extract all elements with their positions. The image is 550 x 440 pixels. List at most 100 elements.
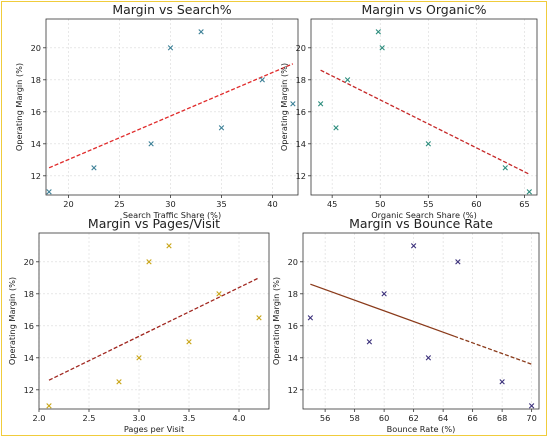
x-tick-label: 60 (379, 413, 389, 423)
trend-line-dashed (453, 335, 532, 365)
chart-canvas: 20 25 30 35 40 12 14 16 18 20 Margin vs Search% Sea… (7, 2, 540, 434)
data-point (290, 101, 296, 107)
x-axis-label: Search Traffic Share (%) (123, 210, 221, 220)
y-tick-label: 14 (24, 353, 34, 363)
y-tick-label: 18 (31, 75, 41, 85)
y-tick-label: 20 (24, 257, 34, 267)
subplot-2: 45 50 55 60 65 12 14 16 18 20 Margin vs Organic% Or… (279, 2, 538, 220)
plot-frame (310, 18, 538, 196)
chart-title: Margin vs Pages/Visit (88, 216, 220, 231)
data-point (148, 141, 154, 147)
subplot-4: 56 58 60 62 64 66 68 70 12 14 16 18 20 Margin vs Boun… (271, 216, 540, 434)
y-tick-label: 20 (296, 43, 306, 53)
data-point (317, 101, 324, 107)
data-point (410, 243, 417, 249)
x-tick-label: 40 (267, 199, 277, 209)
y-tick-label: 20 (31, 43, 41, 53)
data-point (502, 165, 508, 171)
data-point (379, 45, 385, 51)
data-point (425, 141, 432, 147)
x-tick-label: 35 (216, 199, 226, 209)
data-point (256, 315, 262, 321)
y-tick-label: 16 (288, 321, 298, 331)
x-axis-label: Bounce Rate (%) (387, 424, 456, 434)
data-point (366, 339, 373, 345)
data-point (218, 125, 225, 131)
data-point (425, 355, 432, 361)
data-point (146, 259, 152, 265)
x-tick-label: 66 (467, 413, 477, 423)
plot-frame (302, 232, 540, 410)
trend-line-solid (310, 283, 455, 337)
x-tick-label: 60 (471, 199, 481, 209)
x-tick-label: 65 (519, 199, 529, 209)
data-point (381, 291, 387, 297)
y-tick-label: 12 (31, 171, 41, 181)
y-tick-label: 18 (288, 289, 298, 299)
data-point (167, 45, 174, 51)
x-tick-label: 45 (327, 199, 337, 209)
x-tick-label: 4.0 (232, 413, 245, 423)
x-axis-label: Pages per Visit (124, 424, 185, 434)
x-tick-label: 25 (114, 199, 124, 209)
y-tick-label: 14 (31, 139, 41, 149)
trend-line (48, 277, 260, 381)
data-point (333, 125, 339, 131)
data-point (166, 243, 172, 249)
data-point (198, 29, 204, 35)
x-tick-label: 2.0 (32, 413, 45, 423)
x-tick-label: 58 (349, 413, 359, 423)
x-tick-label: 50 (375, 199, 385, 209)
y-tick-label: 14 (288, 353, 298, 363)
x-tick-label: 30 (165, 199, 175, 209)
y-tick-label: 12 (296, 171, 306, 181)
y-tick-label: 12 (288, 385, 298, 395)
y-tick-label: 18 (296, 75, 306, 85)
y-axis-label: Operating Margin (%) (7, 277, 17, 365)
y-tick-label: 14 (296, 139, 306, 149)
data-point (526, 189, 532, 195)
data-point (307, 315, 314, 321)
chart-title: Margin vs Organic% (361, 2, 486, 17)
x-tick-label: 20 (63, 199, 73, 209)
x-tick-label: 3.5 (182, 413, 195, 423)
data-point (455, 259, 461, 265)
data-point (344, 77, 351, 83)
x-tick-label: 3.0 (132, 413, 145, 423)
plot-frame (38, 232, 270, 410)
y-axis-label: Operating Margin (%) (279, 63, 289, 151)
y-tick-label: 16 (24, 321, 34, 331)
y-axis-label: Operating Margin (%) (14, 63, 24, 151)
data-point (499, 379, 505, 385)
x-tick-label: 70 (526, 413, 536, 423)
x-tick-label: 62 (408, 413, 418, 423)
data-point (375, 29, 382, 35)
x-axis-label: Organic Search Share (%) (371, 210, 477, 220)
data-point (91, 165, 97, 171)
y-tick-label: 16 (296, 107, 306, 117)
x-tick-label: 64 (438, 413, 448, 423)
x-tick-label: 2.5 (82, 413, 95, 423)
x-tick-label: 68 (497, 413, 507, 423)
y-tick-label: 20 (288, 257, 298, 267)
data-point (116, 379, 122, 385)
chart-title: Margin vs Search% (112, 2, 231, 17)
plot-frame (45, 18, 299, 196)
y-tick-label: 16 (31, 107, 41, 117)
subplot-3: 2.0 2.5 3.0 3.5 4.0 12 14 16 18 20 Margin vs Pages… (7, 216, 270, 434)
y-axis-label: Operating Margin (%) (271, 277, 281, 365)
data-point (186, 339, 192, 345)
y-tick-label: 12 (24, 385, 34, 395)
chart-title: Margin vs Bounce Rate (349, 216, 493, 231)
x-tick-label: 55 (423, 199, 433, 209)
data-point (46, 403, 52, 409)
trend-line (48, 63, 294, 169)
data-point (46, 189, 52, 195)
data-point (216, 291, 222, 297)
y-tick-label: 18 (24, 289, 34, 299)
data-point (136, 355, 142, 361)
trend-line (320, 69, 530, 175)
data-point (259, 77, 265, 83)
data-point (528, 403, 535, 409)
